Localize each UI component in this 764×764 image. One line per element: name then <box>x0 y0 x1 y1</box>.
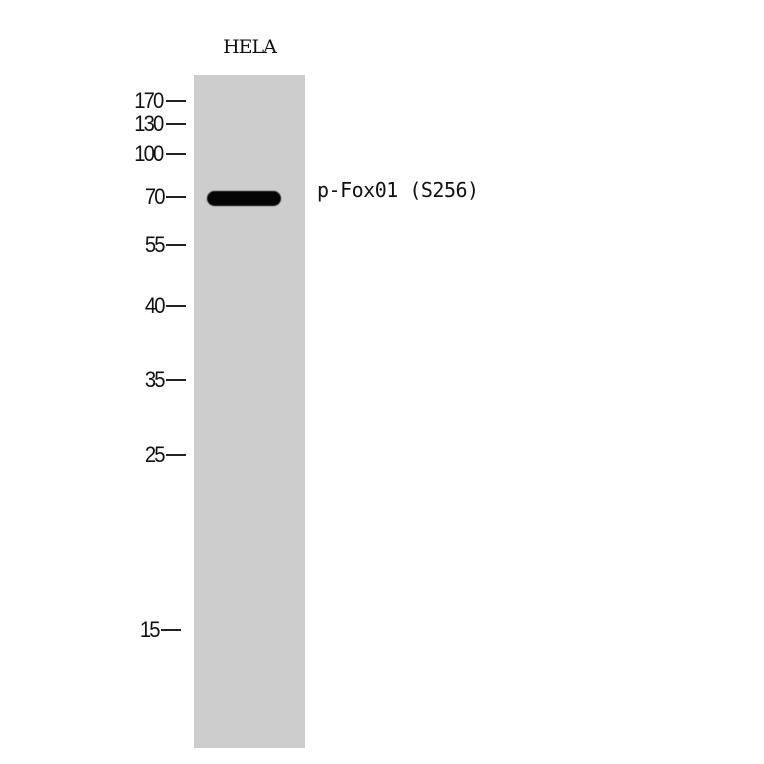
marker-70: 70 <box>80 184 186 209</box>
marker-55: 55 <box>80 232 186 257</box>
marker-35: 35 <box>80 367 186 392</box>
lane-label: HELA <box>223 36 277 58</box>
protein-band <box>207 191 281 206</box>
band-label: p-Fox01 (S256) <box>317 178 479 202</box>
marker-170: 170 <box>80 88 186 113</box>
marker-100: 100 <box>80 141 186 166</box>
marker-130: 130 <box>80 111 186 136</box>
blot-lane <box>194 75 305 748</box>
marker-40: 40 <box>80 293 186 318</box>
marker-25: 25 <box>80 442 186 467</box>
marker-15: 15 <box>75 617 181 642</box>
